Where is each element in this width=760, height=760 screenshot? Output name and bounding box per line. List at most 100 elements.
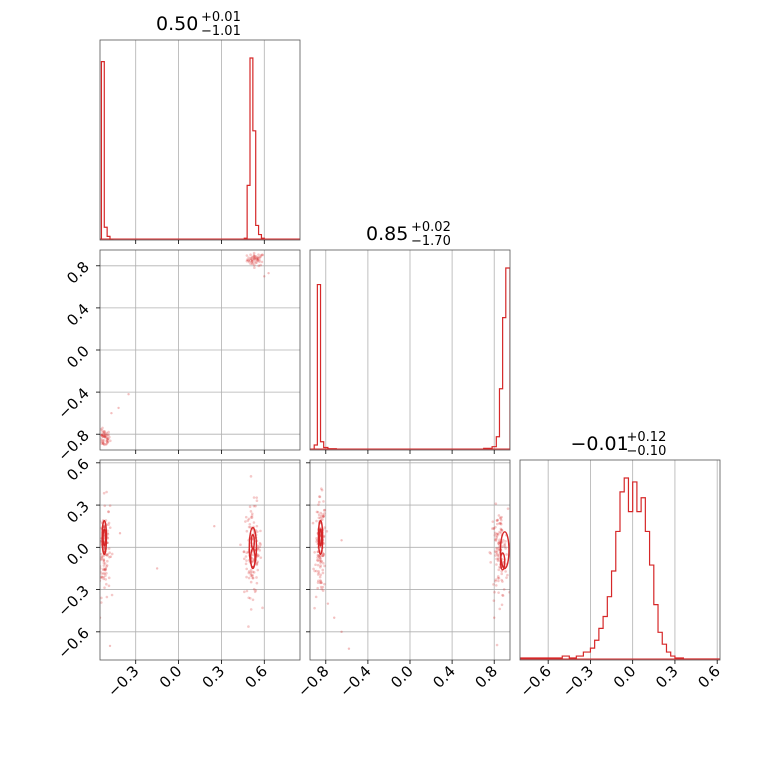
scatter-point [100,433,103,437]
scatter-point [103,572,106,575]
scatter-point [100,552,103,556]
x-tick-label: 0.0 [387,662,417,692]
scatter-point [319,581,323,585]
scatter-point [497,541,500,545]
density-contour [499,552,506,571]
scatter-point [251,573,254,577]
scatter-point [316,558,319,562]
scatter-point [97,563,100,566]
title-value: −0.01 [571,433,629,455]
scatter-point [247,525,251,529]
scatter-point [254,504,257,508]
scatter-point [248,522,252,526]
scatter-point [347,647,351,650]
scatter-point [118,532,122,535]
scatter-point [498,538,501,542]
scatter-point [249,570,253,574]
scatter-point [501,594,505,597]
scatter-point [245,575,248,579]
scatter-point [100,555,104,558]
scatter-point [251,256,255,259]
scatter-point [249,525,252,529]
scatter-point [102,559,106,563]
scatter-point [103,435,107,439]
scatter-point [319,511,323,515]
scatter-point [104,432,107,436]
panel-frame [519,459,721,661]
scatter-point [101,442,105,445]
scatter-point [101,439,104,443]
scatter-point [313,550,316,554]
title-minus: −0.10 [627,444,667,459]
scatter-point [100,428,104,432]
scatter-point [107,523,110,527]
scatter-point [253,256,257,259]
scatter-point [247,596,251,600]
scatter-point [251,262,254,266]
scatter-point [105,553,108,557]
scatter-point [500,603,504,607]
scatter-point [108,551,111,555]
histogram-panel-1 [309,249,511,454]
scatter-point [104,578,108,581]
scatter-point [325,530,329,533]
scatter-point [103,586,106,590]
scatter-point [107,521,111,525]
scatter-point [315,519,318,523]
scatter-point [259,255,262,258]
scatter-point [495,519,499,522]
scatter-point [247,517,251,521]
scatter-point [318,565,322,569]
scatter-point [108,504,112,507]
scatter-point [256,547,260,551]
scatter-point [260,260,264,264]
scatter-point [500,529,503,532]
scatter-point [251,512,254,516]
scatter-point [319,515,323,518]
scatter-point [104,567,108,570]
scatter-point [102,525,106,529]
scatter-point [247,259,251,262]
scatter-point [255,524,259,528]
scatter-point [500,515,503,519]
scatter-point [321,589,325,592]
scatter-point [320,587,323,591]
scatter-point [256,257,259,260]
scatter-point [100,572,104,575]
scatter-point [500,545,504,548]
scatter-point [256,256,259,259]
scatter-point [102,525,106,528]
scatter-point [253,257,257,261]
scatter-point [249,258,252,262]
scatter-point [497,514,501,517]
scatter-point [258,256,262,259]
title-plus: +0.12 [627,430,667,445]
scatter-point [104,433,108,437]
scatter-point [259,529,262,533]
scatter-point [256,530,259,533]
scatter-point [255,576,258,579]
scatter-point [101,426,104,430]
scatter-point [249,568,253,572]
scatter-point [261,606,264,610]
scatter-point [317,569,320,573]
x-tick-label: 0.3 [652,662,682,692]
scatter-point [320,581,323,585]
scatter-point [105,436,109,440]
scatter-point [320,560,323,563]
scatter-point [321,554,325,557]
scatter-point [104,443,108,446]
scatter-point [321,554,325,558]
scatter-point [102,575,106,579]
scatter-point [107,576,111,580]
scatter-point [322,515,325,518]
scatter-point [102,434,106,438]
scatter-point [260,253,264,257]
y-tick-label: −0.3 [54,582,92,620]
scatter-point [101,435,105,438]
scatter-point [500,572,504,576]
scatter-point [110,593,114,597]
scatter-point [322,509,326,512]
scatter-point [247,576,251,580]
scatter-point [250,255,254,259]
